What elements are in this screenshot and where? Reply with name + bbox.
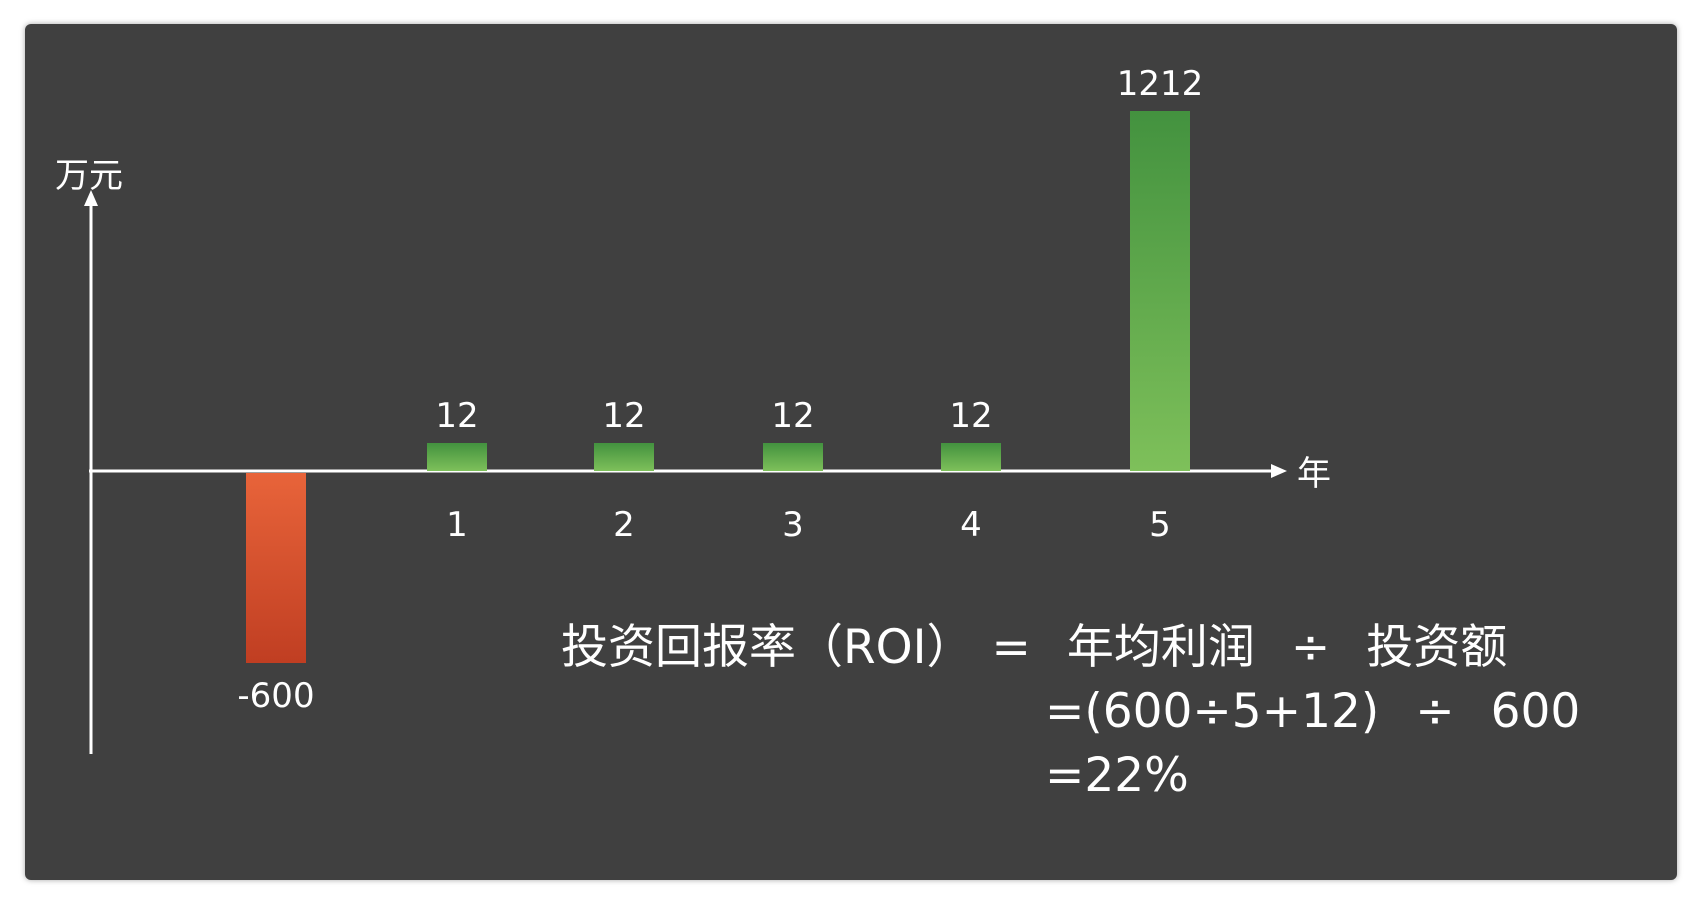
bar-3	[763, 443, 823, 471]
roi-formula-line-3: =22%	[1045, 752, 1189, 799]
value-label: -600	[237, 676, 314, 716]
x-tick-label: 2	[613, 505, 635, 545]
x-axis-label: 年	[1297, 454, 1331, 494]
x-tick-label: 5	[1149, 505, 1171, 545]
chart-panel: 万元 年 -600 12 1 12 2 12 3 12 4 1212 5 投资回报率（ROI） = 年均…	[25, 24, 1677, 880]
equals-sign: =	[991, 620, 1031, 675]
bar-1	[427, 443, 487, 471]
value-label: 12	[771, 396, 814, 436]
annual-profit-term: 年均利润	[1066, 620, 1255, 675]
value-label: 1212	[1117, 64, 1204, 104]
bar-4	[941, 443, 1001, 471]
value-label: 12	[949, 396, 992, 436]
y-axis-label: 万元	[55, 156, 123, 196]
roi-formula-line-2: =(600÷5+12) ÷ 600	[1045, 688, 1580, 735]
value-label: 12	[602, 396, 645, 436]
x-axis-arrow-icon	[1271, 464, 1287, 478]
bar-initial	[246, 473, 306, 663]
investment-value: 600	[1490, 684, 1581, 739]
divide-sign: ÷	[1290, 620, 1331, 675]
divide-sign-2: ÷	[1415, 684, 1455, 739]
x-tick-label: 1	[446, 505, 468, 545]
bars-group: -600 12 1 12 2 12 3 12 4 1212 5	[237, 64, 1203, 716]
y-axis-arrow-icon	[84, 190, 98, 206]
bar-chart: 万元 年 -600 12 1 12 2 12 3 12 4 1212 5	[55, 64, 1331, 754]
investment-term: 投资额	[1366, 620, 1508, 675]
x-tick-label: 4	[960, 505, 982, 545]
profit-expression: =(600÷5+12)	[1045, 684, 1380, 739]
roi-term: 投资回报率（ROI）	[561, 620, 974, 675]
x-tick-label: 3	[782, 505, 804, 545]
roi-formula-line-1: 投资回报率（ROI） = 年均利润 ÷ 投资额	[561, 624, 1507, 671]
bar-5	[1130, 111, 1190, 471]
roi-result: =22%	[1045, 748, 1189, 803]
value-label: 12	[435, 396, 478, 436]
bar-2	[594, 443, 654, 471]
